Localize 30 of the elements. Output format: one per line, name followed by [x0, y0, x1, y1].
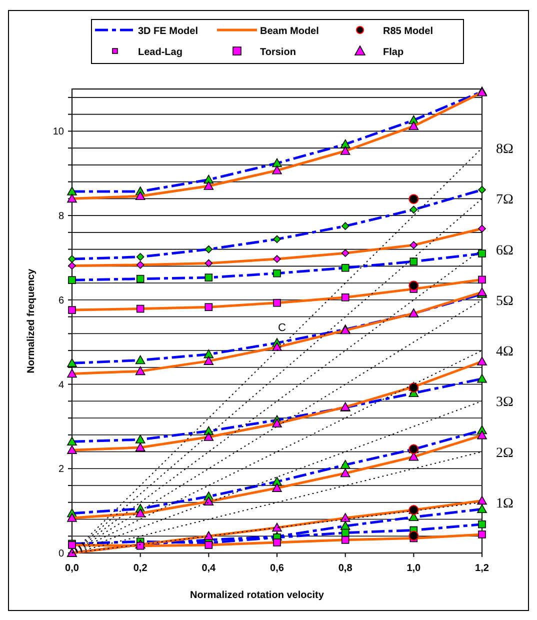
x-tick-label: 0,4 — [202, 563, 216, 574]
y-tick-label: 8 — [58, 211, 64, 222]
y-tick-label: 4 — [58, 380, 64, 391]
x-tick-label: 0,8 — [338, 563, 353, 574]
series-label: 7Ω — [496, 192, 514, 208]
y-axis-title: Normalized frequency — [26, 268, 37, 374]
y-tick-label: 10 — [52, 126, 64, 138]
x-tick-label: 0,6 — [270, 563, 284, 574]
legend-label: 3D FE Model — [138, 26, 198, 37]
text: Lead-Lag — [138, 47, 182, 58]
y-tick-label: 2 — [58, 464, 64, 476]
y-tick-label: 6 — [58, 295, 64, 306]
y-tick-label: 0 — [58, 548, 64, 560]
series-label: 6Ω — [496, 243, 514, 258]
x-tick-label: 0,2 — [133, 563, 148, 574]
x-tick-label: 1,2 — [475, 563, 490, 574]
text: Torsion — [260, 47, 296, 58]
text: Flap — [383, 47, 404, 58]
series-label: 2Ω — [496, 446, 514, 461]
legend-label: Beam Model — [260, 26, 320, 37]
series-label: 3Ω — [496, 395, 514, 410]
series-label: 5Ω — [496, 294, 514, 309]
series-label: 8Ω — [496, 142, 514, 158]
x-axis-title: Normalized rotation velocity — [190, 590, 324, 601]
legend-label: R85 Model — [383, 26, 434, 37]
series-label: 1Ω — [496, 496, 514, 512]
series-label: 4Ω — [496, 344, 514, 360]
x-tick-label: 0,0 — [65, 563, 80, 574]
annotation: C — [278, 322, 286, 334]
x-tick-label: 1,0 — [406, 563, 422, 574]
